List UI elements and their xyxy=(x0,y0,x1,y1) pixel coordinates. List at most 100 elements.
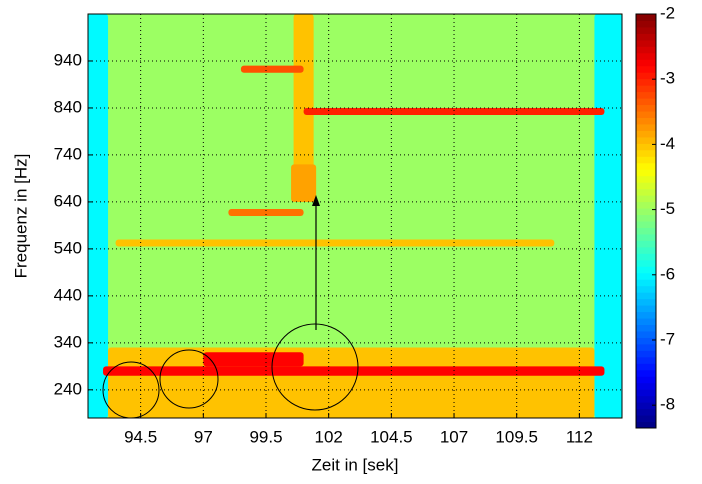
colorbar-cell xyxy=(636,350,656,358)
colorbar-cell xyxy=(636,123,656,131)
colorbar-cell xyxy=(636,402,656,410)
colorbar-cell xyxy=(636,233,656,241)
y-tick-label: 940 xyxy=(54,50,82,69)
colorbar-cell xyxy=(636,227,656,235)
colorbar-cell xyxy=(636,330,656,338)
colorbar-tick-label: -5 xyxy=(660,199,675,218)
colorbar-cell xyxy=(636,136,656,144)
colorbar-cell xyxy=(636,259,656,267)
colorbar-cell xyxy=(636,111,656,118)
x-tick-label: 99.5 xyxy=(249,427,282,446)
y-tick-label: 540 xyxy=(54,238,82,257)
colorbar-cell xyxy=(636,33,656,41)
colorbar-cell xyxy=(636,324,656,332)
circle-annotation xyxy=(159,349,219,409)
colorbar-cell xyxy=(636,104,656,112)
colorbar-tick-label: -4 xyxy=(660,134,675,153)
colorbar-tick-label: -7 xyxy=(660,329,675,348)
colorbar-tick-label: -8 xyxy=(660,395,675,414)
colorbar-cell xyxy=(636,65,656,73)
colorbar-cell xyxy=(636,182,656,190)
circle-annotation xyxy=(271,323,359,411)
spectrogram-region xyxy=(88,14,109,418)
colorbar-cell xyxy=(636,59,656,67)
spectrogram-region xyxy=(203,352,304,367)
spectrogram-region xyxy=(228,208,304,216)
colorbar-cell xyxy=(636,26,656,34)
colorbar-tick-label: -2 xyxy=(660,3,675,22)
colorbar-tick-label: -3 xyxy=(660,69,675,88)
x-tick-label: 107 xyxy=(440,427,468,446)
colorbar-cell xyxy=(636,130,656,138)
colorbar-cell xyxy=(636,369,656,377)
spectrogram-region xyxy=(594,14,622,418)
colorbar-cell xyxy=(636,72,656,80)
x-tick-label: 97 xyxy=(194,427,213,446)
y-tick-label: 640 xyxy=(54,191,82,210)
colorbar-cell xyxy=(636,343,656,351)
x-tick-label: 104.5 xyxy=(370,427,413,446)
spectrogram-region xyxy=(303,107,605,115)
colorbar-cell xyxy=(636,156,656,164)
colorbar-frame xyxy=(635,13,657,429)
colorbar-cell xyxy=(636,85,656,93)
y-tick-label: 840 xyxy=(54,97,82,116)
y-tick-label: 340 xyxy=(54,332,82,351)
colorbar-cell xyxy=(636,20,656,28)
x-tick-label: 109.5 xyxy=(495,427,538,446)
spectrogram-region xyxy=(291,164,317,202)
colorbar-cell xyxy=(636,356,656,364)
circle-annotation xyxy=(102,361,160,419)
colorbar-tick-label: -6 xyxy=(660,264,675,283)
plot-frame xyxy=(87,13,623,419)
colorbar-cell xyxy=(636,305,656,313)
colorbar-cell xyxy=(636,91,656,99)
colorbar-cell xyxy=(636,208,656,216)
x-tick-label: 112 xyxy=(566,427,593,446)
colorbar-cell xyxy=(636,14,656,21)
x-axis-label: Zeit in [sek] xyxy=(312,455,399,474)
colorbar-cell xyxy=(636,272,656,280)
colorbar-cell xyxy=(636,39,656,47)
colorbar-cell xyxy=(636,240,656,248)
colorbar-cell xyxy=(636,78,656,86)
colorbar-cell xyxy=(636,246,656,254)
colorbar-cell xyxy=(636,52,656,60)
y-tick-label: 740 xyxy=(54,144,82,163)
colorbar-cell xyxy=(636,363,656,371)
colorbar-cell xyxy=(636,195,656,203)
colorbar-cell xyxy=(636,337,656,345)
colorbar-cell xyxy=(636,318,656,325)
y-axis-label: Frequenz in [Hz] xyxy=(11,154,30,279)
spectrogram-region xyxy=(103,366,605,376)
y-tick-label: 240 xyxy=(54,379,82,398)
colorbar-cell xyxy=(636,298,656,306)
spectrogram-region xyxy=(115,239,555,247)
colorbar-cell xyxy=(636,311,656,319)
colorbar-cell xyxy=(636,149,656,157)
colorbar-cell xyxy=(636,221,656,228)
y-tick-label: 440 xyxy=(54,285,82,304)
colorbar-cell xyxy=(636,415,656,423)
colorbar-cell xyxy=(636,285,656,293)
colorbar-cell xyxy=(636,382,656,390)
arrow-head xyxy=(312,195,320,206)
colorbar-cell xyxy=(636,292,656,300)
colorbar-cell xyxy=(636,279,656,287)
colorbar-cell xyxy=(636,408,656,416)
colorbar-cell xyxy=(636,117,656,125)
colorbar-cell xyxy=(636,214,656,222)
colorbar-cell xyxy=(636,162,656,170)
colorbar-cell xyxy=(636,188,656,196)
colorbar-cell xyxy=(636,46,656,54)
colorbar-cell xyxy=(636,421,656,429)
colorbar-cell xyxy=(636,389,656,397)
x-tick-label: 94.5 xyxy=(124,427,157,446)
colorbar-cell xyxy=(636,143,656,151)
colorbar-cell xyxy=(636,98,656,106)
colorbar-cell xyxy=(636,395,656,403)
colorbar-cell xyxy=(636,376,656,384)
colorbar-cell xyxy=(636,253,656,261)
spectrogram-region xyxy=(240,65,304,73)
